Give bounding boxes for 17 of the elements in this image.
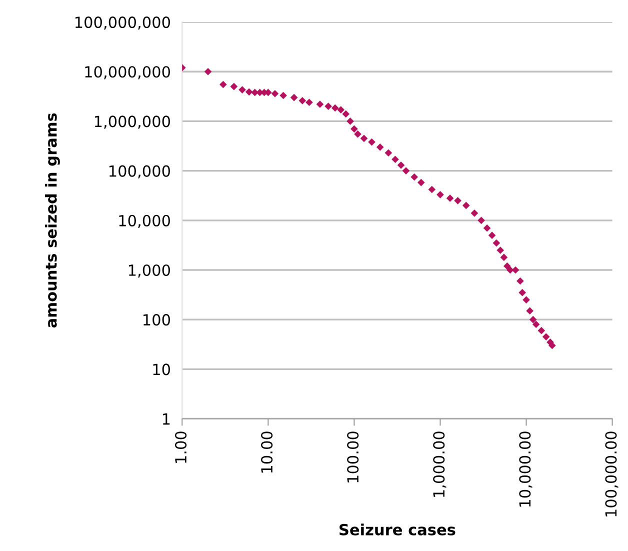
y-tick-label: 1,000,000 [94,116,170,129]
x-tick-label: 10.00 [261,432,273,473]
y-tick-label: 10,000 [119,214,170,228]
y-tick-label: 100 [144,314,170,326]
x-tick-label: 10,000.00 [519,432,532,507]
y-axis-title: amounts seized in grams [45,113,60,328]
x-tick-label: 1,000.00 [433,432,446,497]
y-tick-label: 1 [162,413,170,425]
y-tick-label: 1,000 [128,264,170,278]
x-tick-label: 1.00 [174,432,187,463]
y-tick-label: 10 [153,364,170,376]
y-tick-label: 100,000,000 [75,16,170,30]
x-tick-label: 100,000.00 [605,432,618,516]
x-tick-label: 100.00 [347,432,359,482]
y-tick-label: 10,000,000 [85,66,170,80]
y-tick-label: 100,000 [110,165,170,178]
x-axis-title: Seizure cases [340,524,456,536]
